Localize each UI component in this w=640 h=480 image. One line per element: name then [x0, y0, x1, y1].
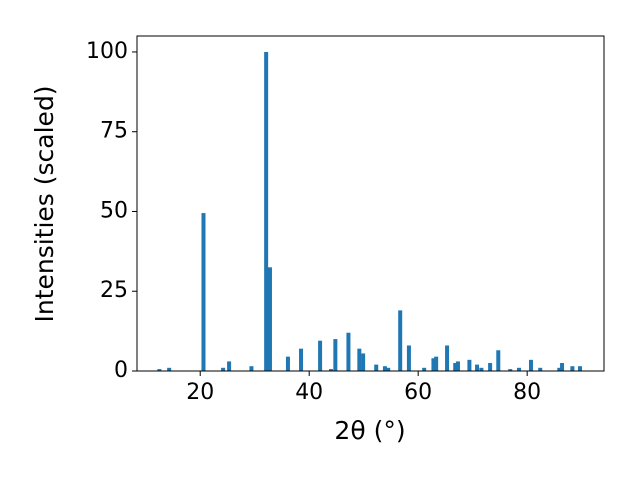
bar — [467, 359, 472, 371]
bar — [374, 364, 379, 371]
bar — [453, 363, 458, 371]
bar — [560, 363, 565, 371]
bar — [528, 359, 533, 371]
bar — [267, 267, 272, 371]
bar — [406, 345, 411, 371]
x-tick-label: 20 — [186, 380, 214, 405]
bar — [333, 339, 338, 371]
bar — [357, 348, 362, 371]
bar — [516, 367, 521, 371]
bar — [157, 369, 162, 371]
bar — [475, 364, 480, 371]
bar — [398, 310, 403, 371]
bar — [249, 366, 254, 371]
bar — [264, 51, 269, 371]
bar — [201, 213, 206, 371]
bar — [167, 367, 172, 371]
bar — [318, 340, 323, 371]
bar — [285, 356, 290, 371]
bar — [557, 367, 562, 371]
y-tick-label: 50 — [100, 198, 128, 223]
bar — [422, 367, 427, 371]
bar — [361, 353, 366, 371]
bar — [221, 367, 226, 371]
y-tick-label: 100 — [86, 39, 128, 64]
bar — [455, 361, 460, 371]
y-tick-label: 25 — [100, 278, 128, 303]
x-tick-label: 80 — [513, 380, 541, 405]
y-tick-label: 75 — [100, 119, 128, 144]
bar — [488, 363, 493, 371]
bar — [227, 361, 232, 371]
bar — [445, 345, 450, 371]
bar — [508, 369, 513, 371]
x-tick-label: 60 — [404, 380, 432, 405]
bar — [434, 356, 439, 371]
bar — [538, 367, 543, 371]
plot-frame — [136, 35, 605, 372]
bar — [479, 367, 484, 371]
x-tick-label: 40 — [295, 380, 323, 405]
bar — [570, 366, 575, 371]
bar — [431, 358, 436, 371]
bar — [299, 348, 304, 371]
bar — [382, 366, 387, 371]
bar — [328, 369, 333, 371]
bar — [578, 366, 583, 371]
x-axis-label: 2θ (°) — [334, 416, 405, 445]
bar — [346, 332, 351, 371]
bar — [496, 350, 501, 371]
y-tick-label: 0 — [114, 358, 128, 383]
bar — [386, 367, 391, 371]
y-axis-label: Intensities (scaled) — [30, 85, 59, 322]
